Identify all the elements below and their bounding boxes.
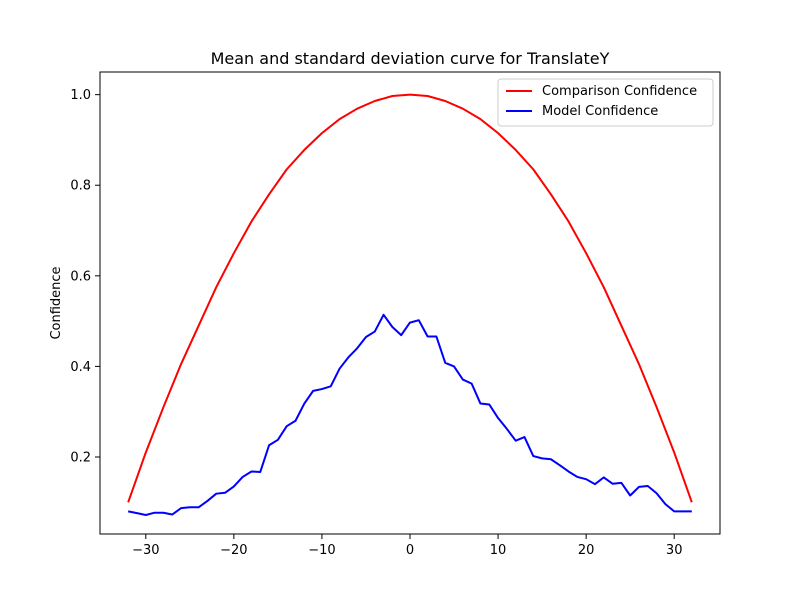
x-tick-label: 20 bbox=[578, 543, 595, 558]
y-tick-label: 0.6 bbox=[70, 269, 91, 284]
ticks-layer: −30 −20 −10 0 10 20 30 0.2 0.4 0.6 0.8 1.0 bbox=[70, 88, 682, 558]
legend-label-comparison-confidence: Comparison Confidence bbox=[542, 84, 697, 99]
x-tick-label: 0 bbox=[406, 543, 414, 558]
series-line-comparison-confidence bbox=[127, 93, 693, 503]
series-line-model-confidence bbox=[127, 313, 692, 516]
series-layer bbox=[127, 93, 693, 516]
plot-frame bbox=[99, 71, 721, 535]
legend-box bbox=[497, 78, 714, 127]
x-tick-label: −20 bbox=[220, 543, 247, 558]
x-tick-label: 30 bbox=[666, 543, 683, 558]
y-tick-label: 0.8 bbox=[70, 179, 91, 194]
y-tick-label: 1.0 bbox=[70, 88, 91, 103]
chart-title: Mean and standard deviation curve for Tr… bbox=[211, 49, 610, 68]
y-tick-label: 0.2 bbox=[70, 451, 91, 466]
x-tick-label: −10 bbox=[308, 543, 335, 558]
y-axis-label: Confidence bbox=[49, 266, 64, 339]
x-tick-label: −30 bbox=[132, 543, 159, 558]
x-tick-label: 10 bbox=[490, 543, 507, 558]
y-tick-label: 0.4 bbox=[70, 360, 91, 375]
legend-label-model-confidence: Model Confidence bbox=[542, 104, 658, 119]
legend: Comparison Confidence Model Confidence bbox=[497, 78, 714, 127]
